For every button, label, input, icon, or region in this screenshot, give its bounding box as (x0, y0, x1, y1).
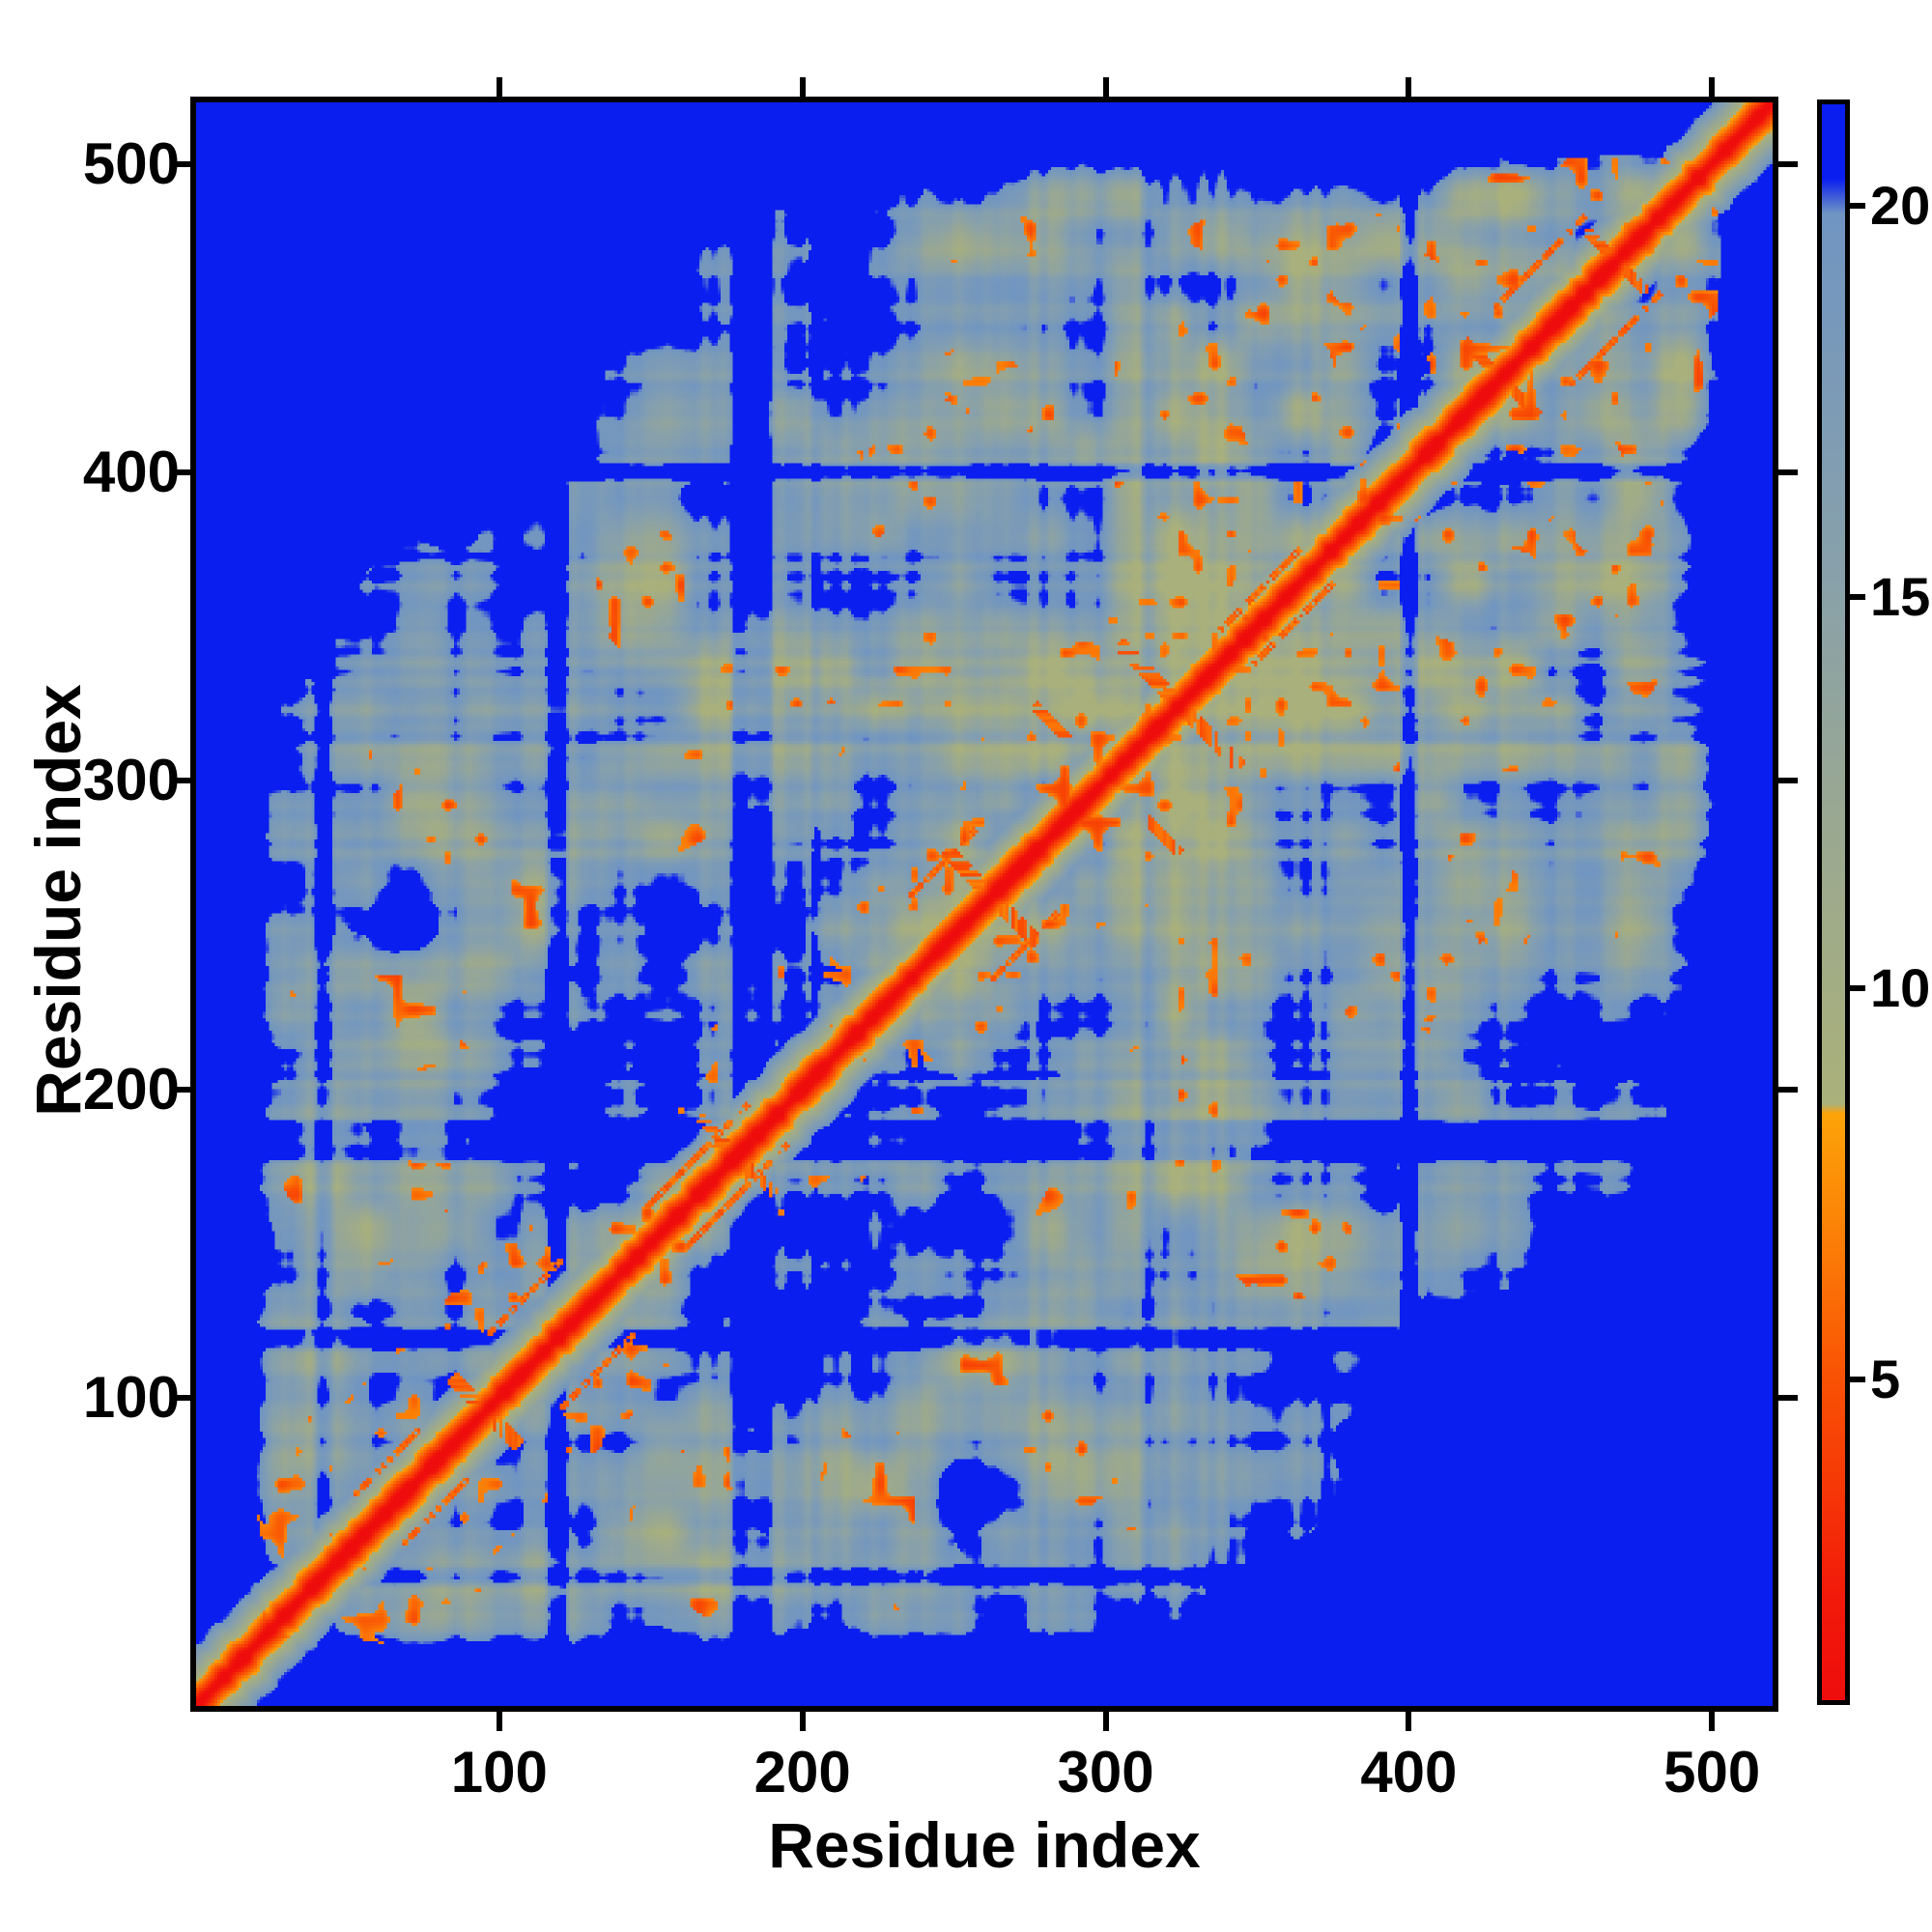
x-tick-label: 400 (1360, 1740, 1458, 1804)
x-tick-label: 200 (753, 1740, 851, 1804)
x-axis-title: Residue index (768, 1809, 1201, 1881)
y-axis-tick-right (1778, 469, 1798, 476)
x-axis-tick-bottom (1406, 1712, 1412, 1731)
y-axis-tick-right (1778, 160, 1798, 167)
x-axis-tick-bottom (799, 1712, 806, 1731)
x-tick-label: 500 (1663, 1740, 1761, 1804)
y-axis-tick-right (1778, 1086, 1798, 1093)
y-axis-tick-left (171, 1086, 190, 1093)
y-axis-tick-left (171, 160, 190, 167)
x-axis-tick-bottom (1102, 1712, 1109, 1731)
y-axis-tick-right (1778, 1394, 1798, 1401)
y-tick-label: 200 (82, 1056, 180, 1122)
colorbar-tick (1850, 203, 1865, 210)
y-axis-tick-left (171, 778, 190, 784)
x-tick-label: 100 (450, 1740, 548, 1804)
colorbar-tick-label: 15 (1870, 566, 1931, 628)
colorbar-tick-label: 20 (1870, 175, 1931, 237)
y-tick-label: 500 (82, 130, 180, 196)
x-axis-tick-top (496, 77, 502, 97)
x-axis-tick-top (1102, 77, 1109, 97)
colorbar-tick-label: 5 (1870, 1348, 1901, 1409)
y-axis-tick-left (171, 469, 190, 476)
colorbar-tick (1850, 985, 1865, 992)
x-axis-tick-top (1709, 77, 1716, 97)
distance-matrix-heatmap (196, 102, 1773, 1706)
colorbar-tick-label: 10 (1870, 957, 1931, 1019)
y-tick-label: 300 (82, 748, 180, 813)
y-tick-label: 400 (82, 440, 180, 505)
x-axis-tick-bottom (1709, 1712, 1716, 1731)
y-axis-tick-right (1778, 778, 1798, 784)
y-axis-tick-left (171, 1394, 190, 1401)
y-axis-title: Residue index (22, 684, 94, 1117)
x-tick-label: 300 (1057, 1740, 1154, 1804)
x-axis-tick-bottom (496, 1712, 502, 1731)
x-axis-tick-top (799, 77, 806, 97)
x-axis-tick-top (1406, 77, 1412, 97)
colorbar (1817, 99, 1850, 1705)
y-tick-label: 100 (82, 1364, 180, 1430)
colorbar-gradient (1822, 104, 1845, 1700)
colorbar-tick (1850, 594, 1865, 601)
colorbar-tick (1850, 1376, 1865, 1382)
